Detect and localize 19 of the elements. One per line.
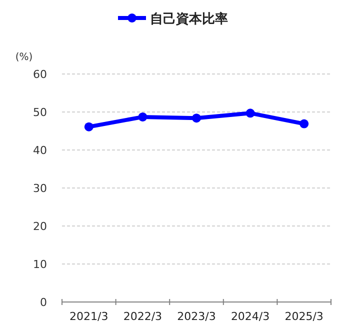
x-tick-label: 2025/3 <box>284 310 324 323</box>
y-axis-title: (%) <box>15 52 33 63</box>
y-tick-label: 40 <box>33 144 47 157</box>
y-tick-label: 30 <box>33 182 47 195</box>
legend-label: 自己資本比率 <box>150 11 228 27</box>
x-tick-label: 2024/3 <box>230 310 270 323</box>
y-tick-label: 50 <box>33 106 47 119</box>
x-tick-label: 2022/3 <box>123 310 162 323</box>
point <box>246 108 255 118</box>
point <box>138 112 148 122</box>
point <box>300 119 309 128</box>
y-tick-label: 20 <box>33 220 47 233</box>
y-tick-label: 60 <box>33 68 47 81</box>
y-tick-label: 10 <box>33 258 47 271</box>
x-tick-label: 2021/3 <box>70 310 108 323</box>
y-tick-label: 0 <box>40 296 47 309</box>
x-tick-label: 2023/3 <box>177 310 216 323</box>
point <box>192 114 201 123</box>
point <box>84 122 94 132</box>
